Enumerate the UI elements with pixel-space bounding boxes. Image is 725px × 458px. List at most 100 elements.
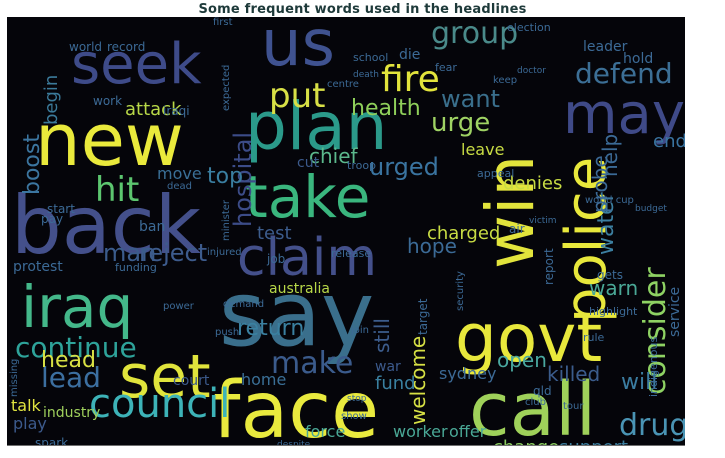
word-us: us xyxy=(261,17,335,81)
word-indigenous: indigenous xyxy=(647,337,660,397)
word-force: force xyxy=(305,422,345,441)
word-want: want xyxy=(441,85,500,113)
word-hold: hold xyxy=(623,51,653,67)
word-minister: minister xyxy=(221,199,232,241)
word-court: court xyxy=(173,373,210,389)
word-death: death xyxy=(353,70,379,80)
word-injured: injured xyxy=(207,247,242,258)
word-election: election xyxy=(507,21,551,34)
word-release: release xyxy=(331,247,371,260)
word-attack: attack xyxy=(125,99,182,120)
word-keep: keep xyxy=(493,75,517,86)
word-open: open xyxy=(497,348,547,372)
word-seek: seek xyxy=(71,32,202,97)
word-welcome: welcome xyxy=(406,336,430,425)
word-consider: consider xyxy=(638,267,673,395)
word-club: club xyxy=(525,397,546,408)
word-join: join xyxy=(350,325,369,336)
word-rule: rule xyxy=(583,331,605,344)
word-die: die xyxy=(399,47,420,63)
word-target: target xyxy=(416,298,430,335)
word-still: still xyxy=(370,318,394,353)
word-begin: begin xyxy=(41,75,62,125)
word-charged: charged xyxy=(427,223,500,244)
word-qld: qld xyxy=(533,384,552,398)
word-support: support xyxy=(559,437,628,445)
word-industry: industry xyxy=(43,405,100,421)
word-spark: spark xyxy=(35,436,68,445)
word-home: home xyxy=(241,370,286,389)
word-budget: budget xyxy=(635,204,667,214)
word-troop: troop xyxy=(347,159,376,172)
word-drug: drug xyxy=(619,408,685,443)
word-set: set xyxy=(119,342,211,412)
word-air: air xyxy=(509,222,525,236)
word-service: service xyxy=(667,287,683,337)
word-hospital: hospital xyxy=(229,132,257,227)
word-reject: reject xyxy=(139,239,207,267)
word-school: school xyxy=(353,51,388,64)
word-protest: protest xyxy=(13,259,63,275)
word-doctor: doctor xyxy=(517,66,546,76)
word-defend: defend xyxy=(575,57,673,90)
word-funding: funding xyxy=(115,261,157,274)
word-call: call xyxy=(469,367,596,445)
word-ban: ban xyxy=(139,219,165,235)
word-worker: worker xyxy=(393,422,448,441)
word-highlight: highlight xyxy=(589,305,638,318)
chart-title: Some frequent words used in the headline… xyxy=(198,2,527,17)
word-cloud: new say back win face plan call govt police us see… xyxy=(7,17,685,446)
word-urge: urge xyxy=(431,108,490,138)
word-put: put xyxy=(269,76,325,116)
word-help: help xyxy=(598,134,622,177)
word-dead: dead xyxy=(167,181,192,192)
word-war: war xyxy=(375,359,401,375)
word-stop: stop xyxy=(347,394,367,404)
word-fire: fire xyxy=(381,59,440,100)
word-test: test xyxy=(257,223,292,244)
word-head: head xyxy=(41,348,96,373)
word-claim: claim xyxy=(237,228,377,288)
word-police: police xyxy=(554,157,619,323)
word-centre: centre xyxy=(327,79,359,90)
word-return: return xyxy=(237,316,304,341)
word-make: make xyxy=(271,346,353,381)
word-group: group xyxy=(431,17,518,51)
word-australia: australia xyxy=(269,281,330,297)
word-first: first xyxy=(213,17,233,28)
word-push: push xyxy=(215,327,239,338)
word-water: water xyxy=(594,191,619,255)
word-lead: lead xyxy=(41,361,101,394)
word-pay: pay xyxy=(41,212,63,226)
word-hit: hit xyxy=(95,170,139,210)
word-top: top xyxy=(207,164,243,189)
word-warn: warn xyxy=(589,276,638,300)
word-will: will xyxy=(621,370,657,395)
word-say: say xyxy=(219,262,374,367)
word-change: change xyxy=(493,437,559,445)
word-back: back xyxy=(11,179,202,272)
word-gets: gets xyxy=(597,268,623,282)
word-iraqi: iraqi xyxy=(163,104,190,118)
word-boost: boost xyxy=(20,134,45,195)
word-world-cup: world cup xyxy=(585,195,634,206)
word-health: health xyxy=(351,96,421,121)
word-record: record xyxy=(107,40,145,54)
word-new: new xyxy=(35,98,184,182)
word-offer: offer xyxy=(449,422,487,441)
word-sydney: sydney xyxy=(439,364,496,383)
word-report: report xyxy=(542,248,556,285)
word-may: may xyxy=(563,82,685,147)
word-urged: urged xyxy=(369,153,439,181)
word-expected: expected xyxy=(221,65,232,111)
word-leader: leader xyxy=(583,39,628,55)
word-demand: demand xyxy=(223,299,264,310)
word-despite: despite xyxy=(277,440,311,445)
word-face: face xyxy=(213,366,379,445)
word-security: security xyxy=(455,271,466,311)
word-chief: chief xyxy=(309,144,359,168)
word-cut: cut xyxy=(297,155,320,171)
word-job: job xyxy=(266,252,285,266)
word-appeal: appeal xyxy=(477,167,514,180)
